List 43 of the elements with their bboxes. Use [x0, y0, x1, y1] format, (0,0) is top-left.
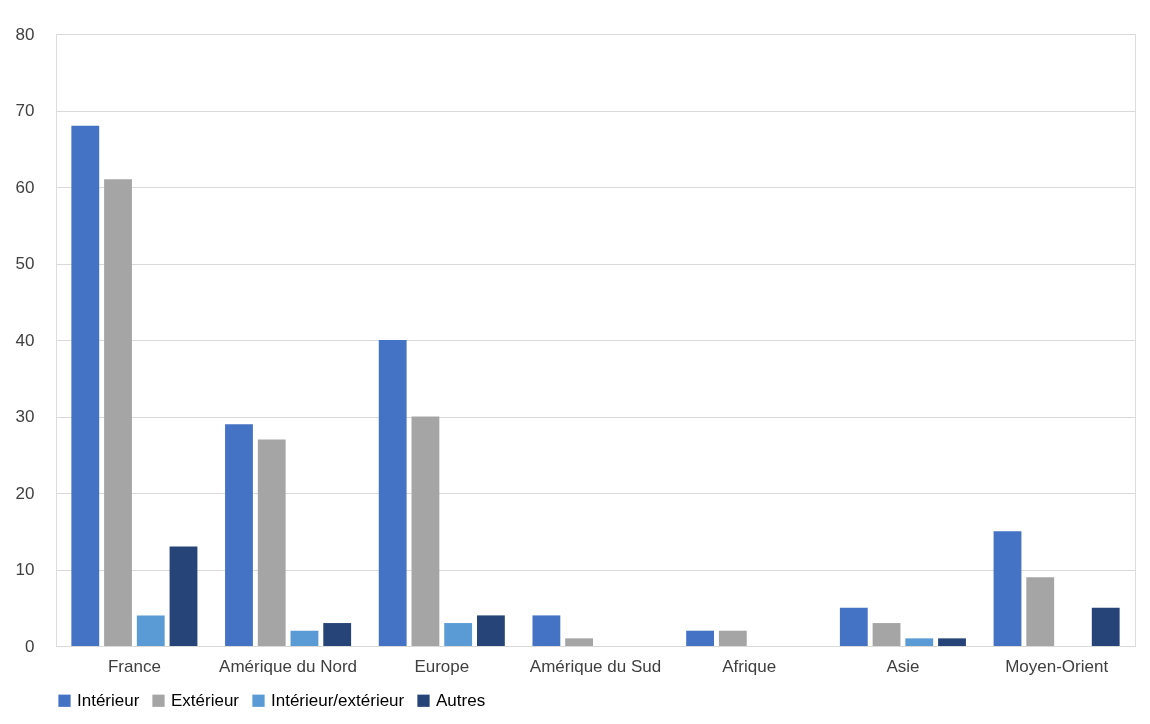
bar [718, 630, 747, 646]
y-tick-label: 50 [15, 254, 35, 273]
bar [323, 623, 352, 646]
bar [905, 638, 934, 646]
x-tick-label: Amérique du Nord [219, 656, 358, 676]
bar [225, 424, 253, 646]
bar [872, 623, 901, 646]
bar [839, 607, 868, 646]
bar [169, 546, 198, 646]
y-tick-label: 0 [25, 636, 35, 656]
bar [993, 531, 1022, 646]
y-tick-label: 40 [15, 330, 35, 350]
bar [938, 638, 966, 646]
bar [411, 416, 440, 646]
bar [104, 179, 132, 646]
bar [290, 630, 319, 646]
legend-label: Extérieur [171, 690, 240, 710]
x-tick-label: Afrique [722, 656, 777, 676]
bar [532, 615, 561, 646]
bar [1026, 577, 1055, 646]
bar [378, 340, 407, 646]
x-tick-label: France [107, 656, 161, 676]
bar [444, 623, 473, 646]
x-tick-label: Asie [886, 656, 920, 676]
legend-label: Intérieur/extérieur [271, 690, 405, 710]
y-tick-label: 70 [15, 101, 35, 120]
x-tick-label: Moyen-Orient [1005, 656, 1109, 676]
bar [136, 615, 165, 646]
bar [257, 439, 286, 646]
bar [476, 615, 505, 646]
bar [686, 630, 715, 646]
legend-label: Autres [436, 690, 486, 710]
y-tick-label: 80 [15, 24, 35, 44]
bar [71, 125, 100, 646]
legend-label: Intérieur [77, 690, 140, 710]
y-tick-label: 20 [15, 483, 35, 503]
y-tick-label: 10 [15, 560, 35, 579]
bar [565, 638, 594, 646]
y-tick-label: 60 [15, 177, 35, 197]
bar [1091, 607, 1120, 646]
x-tick-label: Europe [414, 656, 470, 676]
x-tick-label: Amérique du Sud [529, 656, 662, 676]
y-tick-label: 30 [15, 407, 35, 426]
